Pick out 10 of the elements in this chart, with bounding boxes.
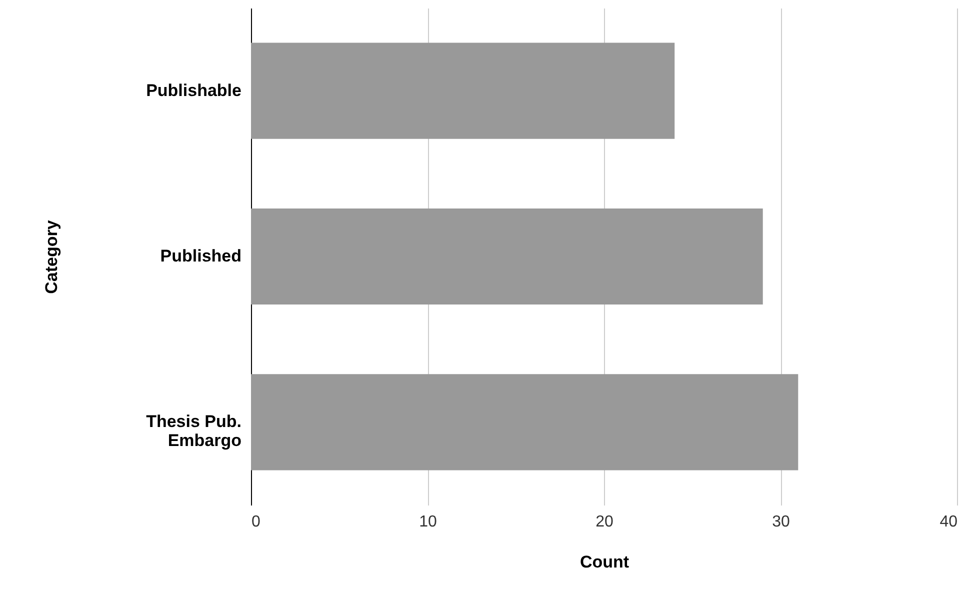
y-tick-label: Publishable xyxy=(146,80,242,100)
x-tick-label: 10 xyxy=(419,514,437,530)
y-tick-label: Thesis Pub. Embargo xyxy=(146,412,242,450)
x-tick-label: 40 xyxy=(940,514,958,530)
x-tick-label: 0 xyxy=(252,514,260,530)
x-tick-label: 30 xyxy=(772,514,790,530)
y-axis-title: Category xyxy=(42,220,62,294)
x-tick-label: 20 xyxy=(596,514,614,530)
x-axis-title: Count xyxy=(580,552,630,572)
y-tick-label: Published xyxy=(160,246,242,266)
